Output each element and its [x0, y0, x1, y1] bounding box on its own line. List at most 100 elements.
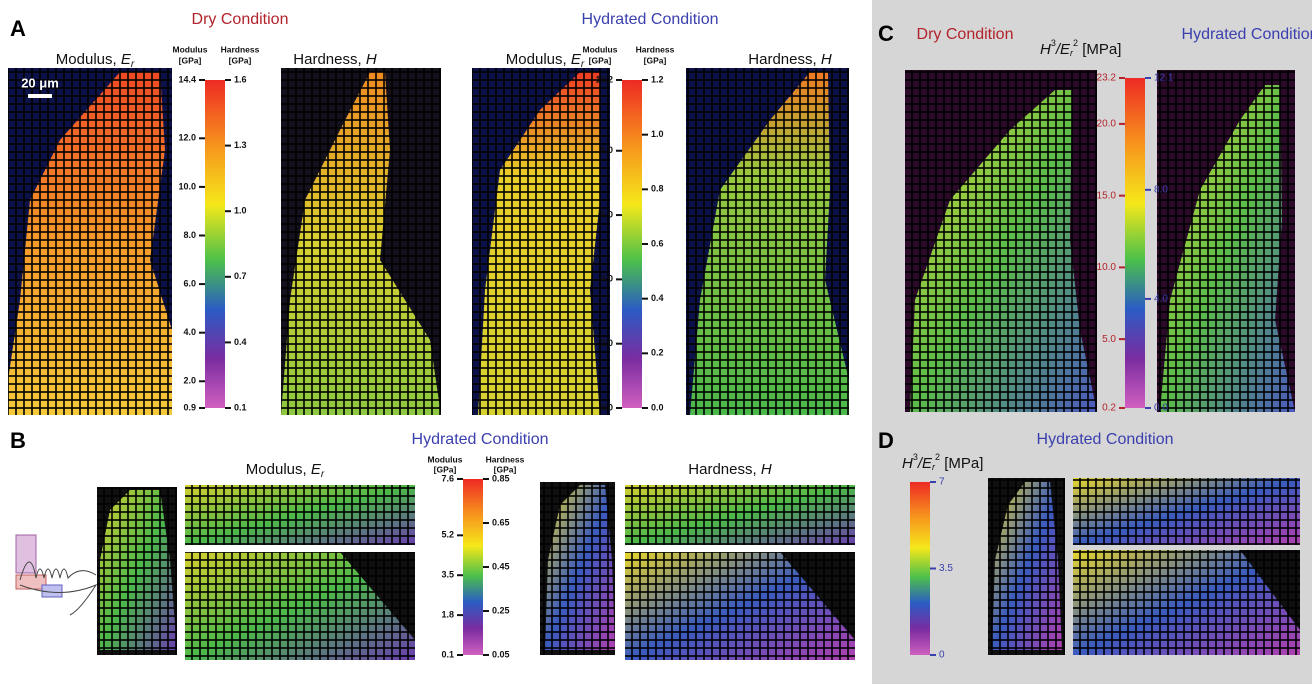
colorbar-tick-label: 7 — [939, 477, 945, 488]
colorbar-tick-label: 1.2 — [651, 74, 664, 84]
colorbar-tick-label: 0.4 — [651, 293, 664, 303]
colorbar-tick-label: 6.0 — [600, 209, 613, 219]
colorbar-tick-label: 15.0 — [1097, 190, 1117, 201]
colorbar-tick-label: 0.6 — [651, 238, 664, 248]
colorbar-tick-label: 4.0 — [600, 274, 613, 284]
colorbar-header: [GPa] — [589, 55, 612, 65]
colorbar-tick-label: 1.8 — [441, 609, 454, 619]
map-title: Hardness, H — [293, 51, 377, 68]
colorbar-tick-label: 1.3 — [234, 140, 247, 150]
condition-title: Hydrated Condition — [1182, 26, 1312, 43]
colorbar-header: [GPa] — [644, 55, 667, 65]
colorbar-tick-label: 0.8 — [651, 184, 664, 194]
colorbar-tick-label: 0.0 — [600, 402, 613, 412]
condition-title: Dry Condition — [917, 26, 1014, 43]
colorbar-tick-label: 1.0 — [651, 129, 664, 139]
map — [97, 487, 177, 655]
colorbar-tick-label: 0.1 — [441, 649, 454, 659]
colorbar-tick-label: 0 — [939, 650, 945, 661]
colorbar-tick-label: 2.0 — [600, 338, 613, 348]
panel-letter: A — [10, 16, 26, 41]
map-title: Modulus, Er — [56, 51, 135, 70]
colorbar-tick-label: 10.0 — [178, 181, 196, 191]
colorbar — [1125, 78, 1145, 408]
colorbar-tick-label: 10.0 — [1097, 262, 1117, 273]
colorbar — [910, 482, 930, 655]
colorbar-tick-label: 0.4 — [234, 337, 247, 347]
map — [905, 70, 1097, 412]
colorbar-tick-label: 12.1 — [1154, 73, 1174, 84]
map — [472, 68, 610, 415]
colorbar-tick-label: 8.0 — [600, 145, 613, 155]
colorbar-tick-label: 3.5 — [441, 570, 454, 580]
condition-title: Hydrated Condition — [582, 11, 719, 28]
colorbar-tick-label: 5.2 — [441, 530, 454, 540]
colorbar-header: Modulus — [173, 44, 208, 54]
map — [1073, 478, 1300, 545]
colorbar-tick-label: 0.2 — [651, 348, 664, 358]
colorbar-tick-label: 0.65 — [492, 517, 510, 527]
map-title: Hardness, H — [688, 461, 772, 478]
condition-title: Hydrated Condition — [412, 431, 549, 448]
colorbar-header: Modulus — [428, 454, 463, 464]
colorbar-tick-label: 0.7 — [234, 271, 247, 281]
colorbar-tick-label: 0.25 — [492, 605, 510, 615]
map — [540, 482, 615, 655]
colorbar-tick-label: 4.0 — [1154, 294, 1168, 305]
colorbar-tick-label: 0.2 — [1102, 403, 1116, 414]
colorbar — [463, 479, 483, 655]
colorbar-tick-label: 14.4 — [178, 74, 196, 84]
colorbar-header: H3/Er2 [MPa] — [902, 452, 983, 472]
condition-title: Hydrated Condition — [1037, 431, 1174, 448]
colorbar-header: [GPa] — [179, 55, 202, 65]
condition-title: Dry Condition — [192, 11, 289, 28]
colorbar-tick-label: 12.0 — [178, 133, 196, 143]
colorbar-tick-label: 0.45 — [492, 561, 510, 571]
map — [1073, 550, 1300, 655]
map — [686, 68, 849, 415]
colorbar-header: [GPa] — [494, 464, 517, 474]
colorbar-tick-label: 1.0 — [234, 206, 247, 216]
colorbar-header: Hardness — [486, 454, 525, 464]
colorbar-tick-label: 4.0 — [183, 327, 196, 337]
panel-letter: C — [878, 21, 894, 46]
colorbar-tick-label: 8.0 — [183, 230, 196, 240]
colorbar-tick-label: 0.85 — [492, 473, 510, 483]
colorbar-tick-label: 5.0 — [1102, 334, 1116, 345]
colorbar-tick-label: 0.0 — [651, 402, 664, 412]
map — [625, 552, 855, 660]
map — [1157, 70, 1295, 412]
colorbar-tick-label: 7.6 — [441, 473, 454, 483]
colorbar-tick-label: 0.0 — [1154, 403, 1168, 414]
colorbar — [622, 80, 642, 408]
map — [185, 485, 415, 545]
colorbar-header: Hardness — [221, 44, 260, 54]
colorbar-header: Modulus — [583, 44, 618, 54]
scale-bar-label: 20 μm — [21, 75, 59, 90]
panel-letter: D — [878, 428, 894, 453]
colorbar-header: Hardness — [636, 44, 675, 54]
colorbar-header: [GPa] — [434, 464, 457, 474]
colorbar-tick-label: 0.05 — [492, 649, 510, 659]
colorbar — [205, 80, 225, 408]
colorbar-tick-label: 8.0 — [1154, 184, 1168, 195]
colorbar-tick-label: 10.2 — [595, 74, 613, 84]
colorbar-tick-label: 23.2 — [1097, 73, 1117, 84]
colorbar-tick-label: 20.0 — [1097, 119, 1117, 130]
map — [185, 552, 415, 660]
map: 20 μm — [8, 68, 172, 415]
panel-letter: B — [10, 428, 26, 453]
colorbar-tick-label: 0.1 — [234, 402, 247, 412]
colorbar-tick-label: 2.0 — [183, 376, 196, 386]
colorbar-header: H3/Er2 [MPa] — [1040, 38, 1121, 58]
colorbar-tick-label: 0.9 — [183, 402, 196, 412]
colorbar-tick-label: 3.5 — [939, 563, 953, 574]
colorbar-tick-label: 1.6 — [234, 74, 247, 84]
schematic — [15, 534, 98, 616]
map — [988, 478, 1065, 655]
map-title: Modulus, Er — [506, 51, 585, 70]
map — [281, 68, 441, 415]
map-title: Modulus, Er — [246, 461, 325, 480]
map-title: Hardness, H — [748, 51, 832, 68]
